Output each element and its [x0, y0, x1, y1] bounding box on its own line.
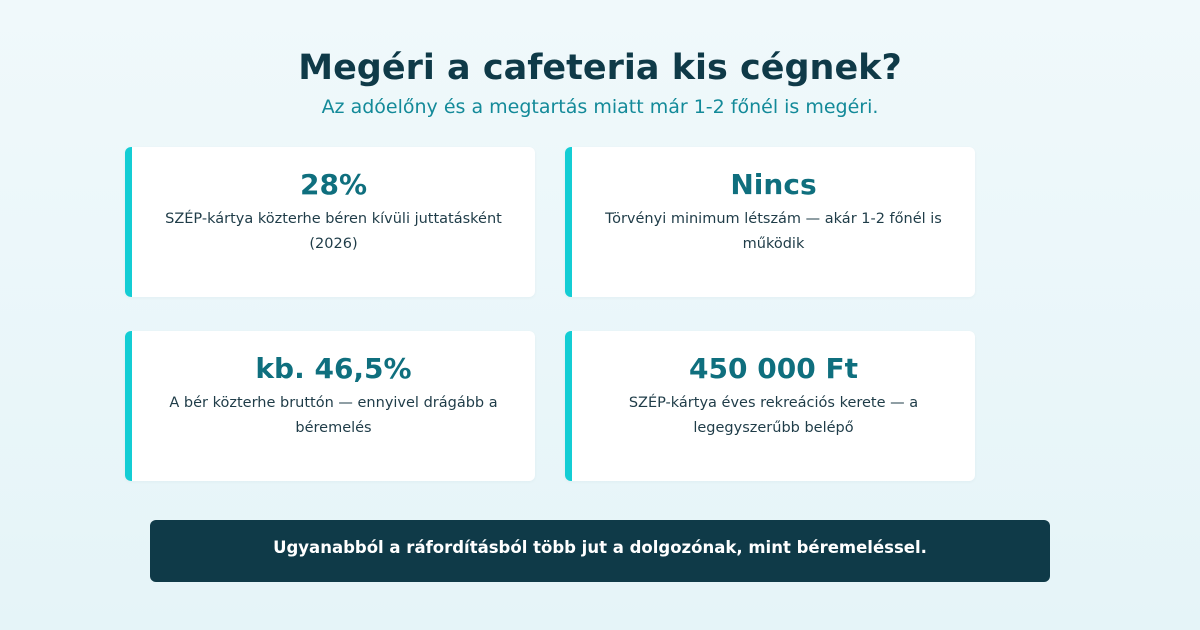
- page-subtitle: Az adóelőny és a megtartás miatt már 1-2…: [321, 96, 879, 118]
- stat-description: SZÉP-kártya éves rekreációs kerete — a l…: [628, 395, 919, 436]
- stat-description: SZÉP-kártya közterhe béren kívüli juttat…: [165, 211, 502, 252]
- stat-card-recreation-limit: 450 000 Ft SZÉP-kártya éves rekreációs k…: [565, 331, 975, 481]
- stat-value: 28%: [299, 168, 368, 201]
- stat-card-wage-tax: kb. 46,5% A bér közterhe bruttón — ennyi…: [125, 331, 535, 481]
- stat-value: 450 000 Ft: [689, 352, 858, 385]
- stat-card-szep-tax: 28% SZÉP-kártya közterhe béren kívüli ju…: [125, 147, 535, 297]
- summary-banner: Ugyanabból a ráfordításból több jut a do…: [150, 520, 1050, 582]
- stat-description: Törvényi minimum létszám — akár 1-2 főné…: [605, 211, 942, 252]
- summary-banner-text: Ugyanabból a ráfordításból több jut a do…: [273, 538, 927, 557]
- stat-description: A bér közterhe bruttón — ennyivel drágáb…: [169, 395, 498, 436]
- stat-value: Nincs: [730, 168, 817, 201]
- stat-value: kb. 46,5%: [255, 352, 412, 385]
- stat-card-minimum-headcount: Nincs Törvényi minimum létszám — akár 1-…: [565, 147, 975, 297]
- page-title: Megéri a cafeteria kis cégnek?: [298, 48, 902, 88]
